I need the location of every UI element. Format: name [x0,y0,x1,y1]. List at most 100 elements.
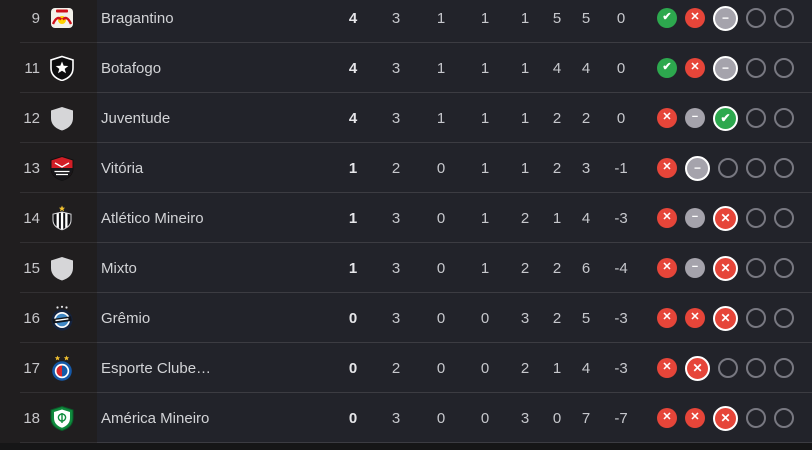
form-icons: ✔ ✕ − [657,43,812,93]
x-icon[interactable]: ✕ [657,258,677,278]
stat-played: 2 [391,159,401,177]
team-name[interactable]: América Mineiro [101,409,210,427]
form-icons: ✕ ✕ [657,343,812,393]
x-icon[interactable]: ✕ [657,158,677,178]
upcoming-match-icon[interactable] [746,108,766,128]
stat-goal-diff: -1 [614,159,628,177]
table-row[interactable]: 11 Botafogo 4 3 1 1 1 4 4 0 ✔ ✕ − [0,43,812,93]
upcoming-match-icon[interactable] [746,358,766,378]
stat-losses: 2 [520,359,530,377]
row-rail: 11 [0,43,97,93]
stat-points: 4 [348,9,358,27]
upcoming-match-icon[interactable] [774,208,794,228]
upcoming-match-icon[interactable] [774,58,794,78]
row-stats: 1 3 0 1 2 1 4 -3 [333,193,641,243]
upcoming-match-icon[interactable] [746,308,766,328]
upcoming-match-icon[interactable] [746,158,766,178]
upcoming-match-icon[interactable] [774,408,794,428]
x-icon[interactable]: ✕ [657,108,677,128]
check-icon[interactable]: ✔ [657,8,677,28]
stat-goals-for: 1 [552,209,562,227]
rank-number: 13 [23,159,40,177]
stat-draws: 1 [480,209,490,227]
team-name[interactable]: Juventude [101,109,171,127]
table-row[interactable]: 15 Mixto 1 3 0 1 2 2 6 -4 ✕ − ✕ [0,243,812,293]
stat-losses: 3 [520,409,530,427]
upcoming-match-icon[interactable] [718,358,738,378]
stat-goals-for: 2 [552,109,562,127]
x-icon[interactable]: ✕ [657,358,677,378]
upcoming-match-icon[interactable] [746,208,766,228]
stat-points: 0 [348,409,358,427]
team-name[interactable]: Vitória [101,159,144,177]
table-row[interactable]: 16 Grêmio 0 3 0 0 3 2 5 -3 ✕ ✕ ✕ [0,293,812,343]
bahia-crest-icon [49,355,75,381]
upcoming-match-icon[interactable] [774,258,794,278]
x-icon[interactable]: ✕ [685,408,705,428]
x-icon[interactable]: ✕ [657,208,677,228]
table-row[interactable]: 18 América Mineiro 0 3 0 0 3 0 7 -7 ✕ ✕ ✕ [0,393,812,443]
team-name[interactable]: Bragantino [101,9,174,27]
x-icon[interactable]: ✕ [657,408,677,428]
upcoming-match-icon[interactable] [746,58,766,78]
stat-goals-against: 6 [581,259,591,277]
form-icons: ✕ ✕ ✕ [657,293,812,343]
row-rail: 14 [0,193,97,243]
row-main: Botafogo [97,43,812,93]
minus-icon[interactable]: − [685,108,705,128]
upcoming-match-icon[interactable] [774,358,794,378]
x-icon[interactable]: ✕ [685,308,705,328]
america-mineiro-crest-icon [49,405,75,431]
row-stats: 4 3 1 1 1 2 2 0 [333,93,641,143]
upcoming-match-icon[interactable] [718,158,738,178]
upcoming-match-icon[interactable] [746,408,766,428]
upcoming-match-icon[interactable] [774,8,794,28]
stat-points: 0 [348,309,358,327]
upcoming-match-icon[interactable] [774,108,794,128]
stat-wins: 1 [436,59,446,77]
form-icons: ✕ − ✕ [657,243,812,293]
upcoming-match-icon[interactable] [774,158,794,178]
rank-number: 16 [23,309,40,327]
minus-icon[interactable]: − [713,55,738,81]
team-name[interactable]: Atlético Mineiro [101,209,204,227]
x-icon[interactable]: ✕ [713,405,738,431]
stat-goals-for: 1 [552,359,562,377]
x-icon[interactable]: ✕ [713,205,738,231]
table-row[interactable]: 13 Vitória 1 2 0 1 1 2 3 -1 ✕ − [0,143,812,193]
x-icon[interactable]: ✕ [685,58,705,78]
row-stats: 1 2 0 1 1 2 3 -1 [333,143,641,193]
x-icon[interactable]: ✕ [657,308,677,328]
check-icon[interactable]: ✔ [657,58,677,78]
team-name[interactable]: Grêmio [101,309,151,327]
row-rail: 15 [0,243,97,293]
table-row[interactable]: 9 Bragantino 4 3 1 1 1 5 5 0 ✔ ✕ − [0,0,812,43]
team-name[interactable]: Esporte Clube… [101,359,212,377]
x-icon[interactable]: ✕ [685,8,705,28]
check-icon[interactable]: ✔ [713,105,738,131]
upcoming-match-icon[interactable] [774,308,794,328]
generic-crest-icon [49,105,75,131]
stat-losses: 1 [520,109,530,127]
row-stats: 4 3 1 1 1 5 5 0 [333,0,641,43]
table-row[interactable]: 1 2 Juventude 4 3 1 1 1 2 2 0 ✕ − ✔ [0,93,812,143]
upcoming-match-icon[interactable] [746,8,766,28]
stat-goals-for: 2 [552,309,562,327]
table-row[interactable]: 17 Esporte Clube… 0 2 0 0 2 1 4 -3 ✕ ✕ [0,343,812,393]
team-name[interactable]: Botafogo [101,59,162,77]
x-icon[interactable]: ✕ [713,305,738,331]
table-row[interactable]: 14 Atlético Mineiro 1 3 0 1 2 1 4 -3 ✕ − ✕ [0,193,812,243]
minus-icon[interactable]: − [685,258,705,278]
minus-icon[interactable]: − [713,5,738,31]
stat-points: 1 [348,259,358,277]
stat-goal-diff: -3 [614,359,628,377]
x-icon[interactable]: ✕ [713,255,738,281]
minus-icon[interactable]: − [685,155,710,181]
x-icon[interactable]: ✕ [685,355,710,381]
stat-wins: 1 [436,109,446,127]
stat-losses: 1 [520,59,530,77]
upcoming-match-icon[interactable] [746,258,766,278]
minus-icon[interactable]: − [685,208,705,228]
team-name[interactable]: Mixto [101,259,137,277]
stat-losses: 2 [520,259,530,277]
